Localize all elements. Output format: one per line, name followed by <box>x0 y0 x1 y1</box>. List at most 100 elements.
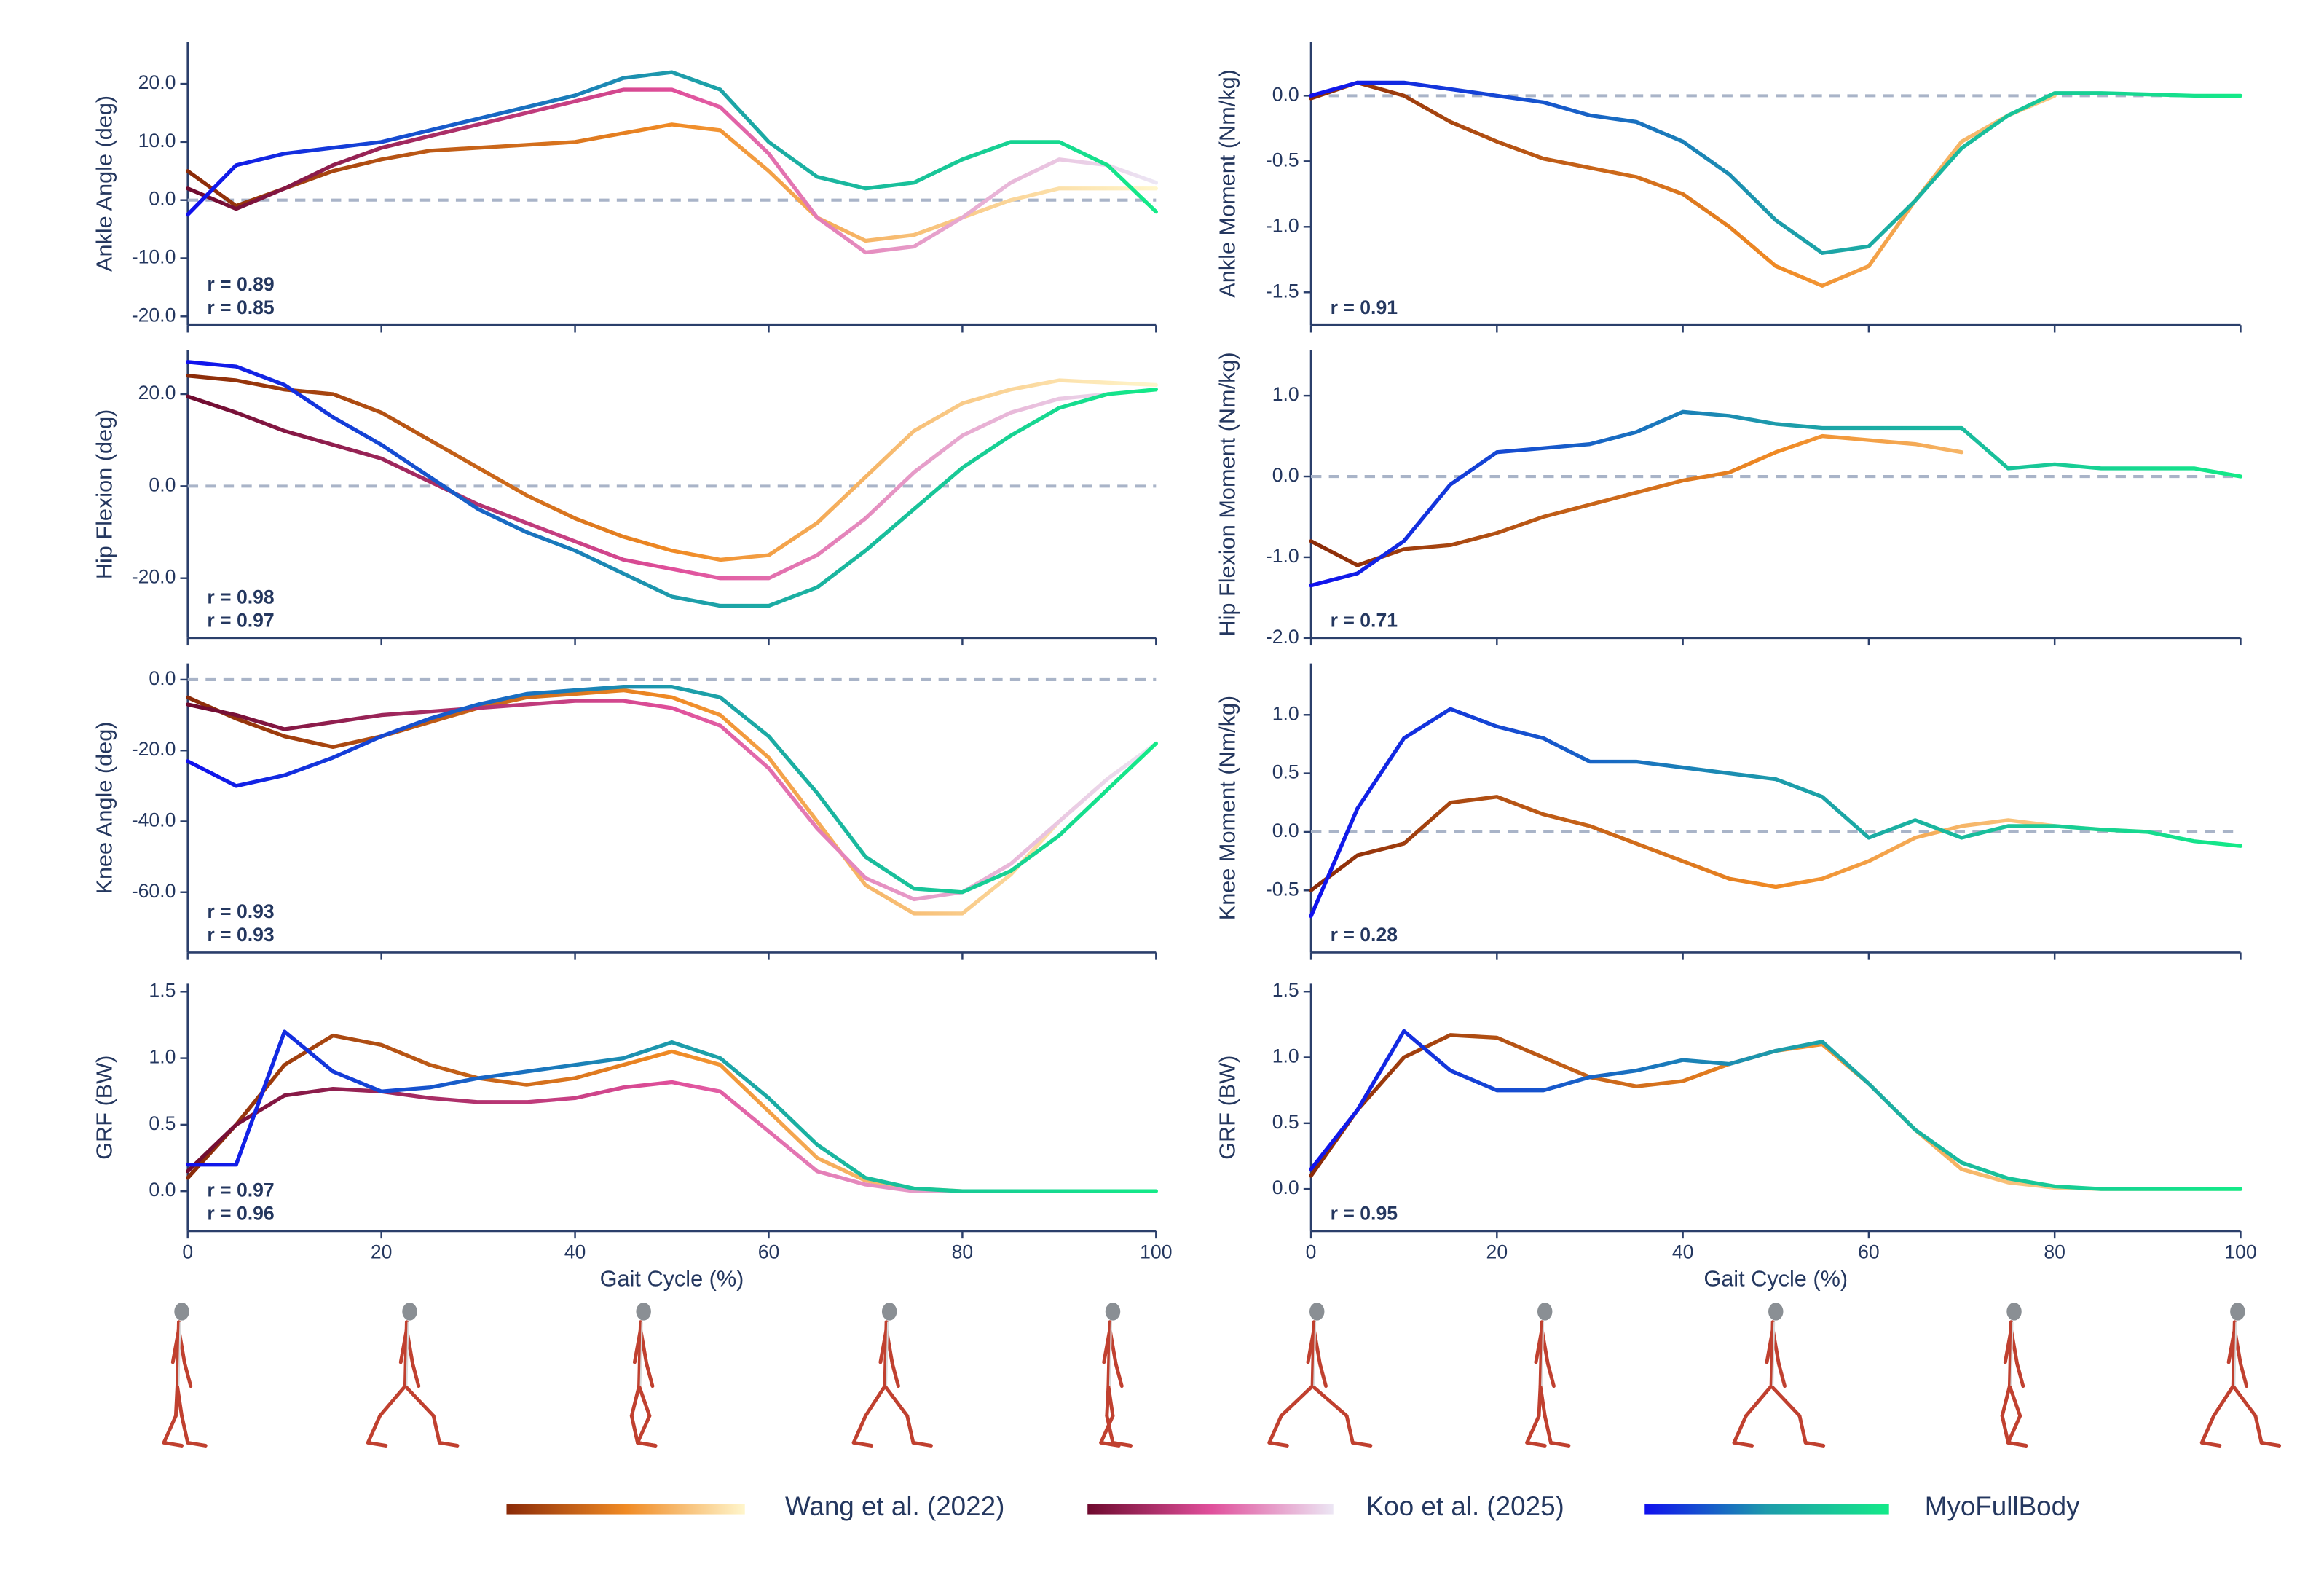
skeleton-bone <box>911 1440 933 1448</box>
skeleton-bone <box>170 1327 181 1364</box>
skeleton-bone <box>2226 1327 2237 1364</box>
skeleton-bone <box>2231 1384 2258 1418</box>
y-tick-label: 10.0 <box>138 130 176 152</box>
y-tick-label: 0.5 <box>149 1112 176 1134</box>
x-tick-label: 40 <box>564 1241 586 1263</box>
skeleton-bone <box>1548 1440 1571 1448</box>
y-tick-label: -10.0 <box>132 246 176 268</box>
x-tick-label: 40 <box>1672 1241 1694 1263</box>
y-axis-label: GRF (BW) <box>1215 1056 1240 1160</box>
correlation-label: r = 0.93 <box>207 900 274 922</box>
correlation-label: r = 0.28 <box>1331 924 1398 946</box>
x-tick-label: 20 <box>371 1241 393 1263</box>
y-tick-label: -60.0 <box>132 880 176 902</box>
skeleton-bone <box>1732 1414 1748 1445</box>
correlation-label: r = 0.93 <box>207 924 274 946</box>
skeleton-bone <box>1105 1384 1111 1418</box>
y-tick-label: 1.0 <box>149 1046 176 1068</box>
skeleton-bone <box>2000 1384 2012 1418</box>
skeleton-bone <box>905 1414 915 1445</box>
skeleton-bone <box>632 1327 643 1364</box>
series-line <box>1309 409 2243 588</box>
series-line <box>186 70 1158 217</box>
series-line <box>186 360 1158 608</box>
skeleton-spine <box>639 1321 643 1386</box>
skeleton-head <box>2230 1303 2245 1321</box>
y-tick-label: -2.0 <box>1266 626 1299 648</box>
skeleton-figure <box>2000 1303 2028 1448</box>
series-line <box>1309 80 2243 255</box>
correlation-label: r = 0.96 <box>207 1202 274 1224</box>
legend-label: Wang et al. (2022) <box>785 1491 1004 1521</box>
y-tick-label: 20.0 <box>138 382 176 404</box>
y-tick-label: -1.0 <box>1266 214 1299 236</box>
skeleton-bone <box>378 1384 407 1418</box>
correlation-label: r = 0.91 <box>1331 296 1398 318</box>
skeleton-spine <box>2234 1321 2237 1386</box>
y-tick-label: -1.0 <box>1266 545 1299 567</box>
skeleton-bone <box>1534 1327 1544 1364</box>
y-tick-label: 0.0 <box>1272 464 1299 486</box>
skeleton-figure <box>1732 1303 1826 1448</box>
y-tick-label: -20.0 <box>132 738 176 760</box>
x-tick-label: 0 <box>182 1241 193 1263</box>
y-axis-label: Knee Angle (deg) <box>91 721 117 894</box>
y-axis-label: Hip Flexion (deg) <box>91 409 117 580</box>
skeleton-bone <box>645 1362 655 1388</box>
skeleton-figure <box>1099 1303 1133 1448</box>
y-tick-label: 0.0 <box>149 474 176 495</box>
skeleton-bone <box>2253 1414 2264 1445</box>
skeleton-bone <box>1545 1362 1556 1388</box>
x-tick-label: 100 <box>1140 1241 1172 1263</box>
skeleton-bone <box>2006 1414 2022 1445</box>
x-axis-label: Gait Cycle (%) <box>1703 1266 1848 1292</box>
correlation-label: r = 0.97 <box>207 609 274 631</box>
series-line <box>186 699 1158 902</box>
y-tick-label: 0.0 <box>1272 1177 1299 1198</box>
skeleton-figure <box>1525 1303 1571 1448</box>
skeleton-bone <box>863 1384 887 1418</box>
skeleton-bone <box>2006 1440 2028 1448</box>
x-tick-label: 80 <box>2044 1241 2065 1263</box>
series-line <box>1309 1029 2243 1191</box>
skeleton-bone <box>1776 1362 1787 1388</box>
skeleton-bone <box>1099 1414 1115 1445</box>
skeleton-spine <box>406 1321 409 1386</box>
skeleton-bone <box>1099 1440 1121 1448</box>
skeleton-bone <box>411 1362 421 1388</box>
skeleton-bone <box>2199 1440 2222 1448</box>
correlation-label: r = 0.85 <box>207 296 275 318</box>
skeleton-figure <box>366 1303 460 1448</box>
skeleton-bone <box>1267 1414 1283 1445</box>
skeleton-bone <box>2000 1414 2010 1445</box>
skeleton-bone <box>636 1440 658 1448</box>
y-axis-label: GRF (BW) <box>91 1056 117 1160</box>
skeleton-figure <box>629 1303 658 1448</box>
skeleton-bone <box>851 1414 867 1445</box>
x-tick-label: 80 <box>952 1241 974 1263</box>
skeleton-bone <box>437 1440 460 1448</box>
skeleton-bone <box>1310 1384 1349 1418</box>
skeleton-bone <box>636 1414 652 1445</box>
y-tick-label: 0.5 <box>1272 761 1299 783</box>
skeleton-bone <box>2007 1384 2022 1418</box>
skeleton-bone <box>2199 1414 2216 1445</box>
series-line <box>186 688 1158 916</box>
skeleton-bone <box>1317 1362 1328 1388</box>
correlation-label: r = 0.97 <box>207 1179 274 1201</box>
y-tick-label: 0.0 <box>149 667 176 689</box>
skeleton-bone <box>183 1362 193 1388</box>
y-tick-label: -20.0 <box>132 304 176 326</box>
y-tick-label: 0.0 <box>149 188 176 210</box>
skeleton-head <box>1105 1303 1121 1321</box>
y-tick-label: 20.0 <box>138 71 176 93</box>
skeleton-spine <box>2010 1321 2014 1386</box>
skeleton-bone <box>2003 1327 2013 1364</box>
skeleton-bone <box>1769 1384 1802 1418</box>
y-axis-label: Hip Flexion Moment (Nm/kg) <box>1215 352 1240 636</box>
skeleton-head <box>174 1303 189 1321</box>
y-tick-label: -1.5 <box>1266 280 1299 302</box>
skeleton-head <box>402 1303 417 1321</box>
skeleton-figure <box>1267 1303 1373 1448</box>
